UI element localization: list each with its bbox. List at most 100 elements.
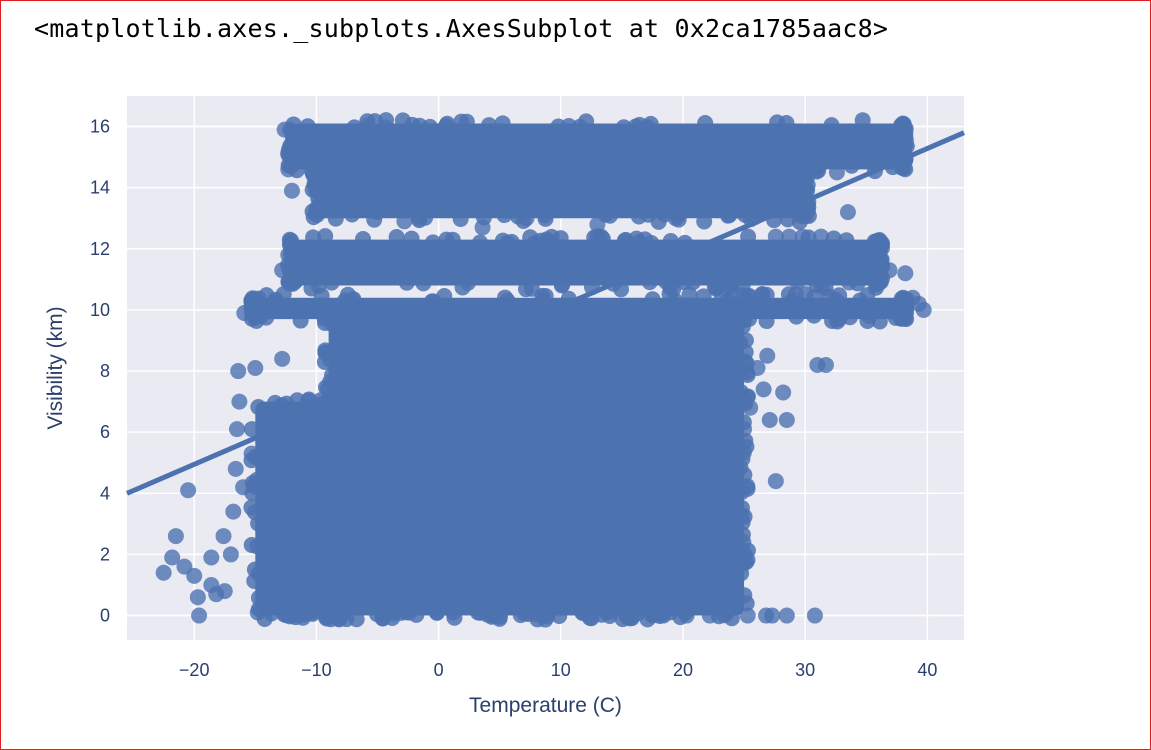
y-tick-label: 14: [90, 178, 110, 198]
point-cloud-dot: [759, 147, 776, 164]
point-cloud-dot: [333, 452, 350, 469]
x-tick-label: −10: [301, 660, 332, 680]
y-tick-label: 2: [100, 544, 110, 564]
point-cloud-dot: [453, 113, 470, 130]
point-cloud-dot: [305, 229, 322, 246]
scatter-point-13: [222, 546, 239, 563]
point-cloud-dot: [469, 308, 486, 325]
scatter-point-80: [670, 555, 687, 572]
point-cloud-dot: [598, 604, 615, 621]
scatter-point-21: [247, 360, 264, 376]
point-cloud-dot: [496, 207, 513, 224]
point-cloud-dot: [660, 574, 677, 591]
scatter-point-81: [678, 607, 695, 624]
scatter-point-66: [833, 149, 850, 166]
point-cloud-dot: [381, 427, 398, 444]
scatter-point-44: [775, 384, 792, 401]
scatter-point-74: [881, 262, 898, 279]
point-cloud-dot: [501, 150, 518, 167]
scatter-point-0: [180, 482, 197, 499]
point-cloud-dot: [783, 293, 800, 310]
scatter-point-68: [806, 152, 823, 169]
point-cloud-dot: [859, 287, 876, 304]
point-cloud-dot: [335, 553, 352, 570]
point-cloud-dot: [642, 115, 659, 132]
point-cloud-dot: [344, 206, 361, 223]
point-cloud-dot: [681, 286, 698, 303]
point-cloud-dot: [293, 604, 310, 621]
point-cloud-dot: [344, 292, 361, 309]
scatter-point-64: [839, 204, 856, 221]
point-cloud-dot: [544, 311, 561, 328]
point-cloud-dot: [688, 518, 705, 535]
y-axis-label: Visibility (km): [44, 306, 67, 429]
scatter-point-45: [778, 411, 795, 428]
point-cloud-dot: [719, 207, 736, 224]
point-cloud-dot: [707, 517, 724, 534]
point-cloud-dot: [666, 329, 683, 346]
point-cloud-dot: [421, 118, 438, 135]
scatter-point-12: [215, 528, 232, 545]
scatter-point-30: [271, 457, 288, 474]
point-cloud-dot: [737, 332, 754, 349]
y-tick-label: 4: [100, 483, 110, 503]
point-cloud-dot: [428, 604, 445, 621]
point-cloud-dot: [695, 288, 712, 305]
scatter-point-5: [186, 567, 203, 584]
point-cloud-dot: [709, 369, 726, 386]
y-tick-label: 6: [100, 422, 110, 442]
x-tick-label: −20: [179, 660, 210, 680]
point-cloud-dot: [250, 589, 267, 606]
point-cloud-dot: [336, 471, 353, 488]
scatter-point-88: [396, 213, 413, 230]
point-cloud-dot: [581, 609, 598, 626]
point-cloud-dot: [660, 539, 677, 556]
scatter-point-58: [813, 228, 830, 245]
point-cloud-dot: [634, 343, 651, 360]
point-cloud-dot: [640, 206, 657, 223]
point-cloud-dot: [483, 147, 500, 164]
scatter-point-51: [806, 607, 823, 624]
point-cloud-dot: [424, 234, 441, 251]
point-cloud-dot: [596, 426, 613, 443]
point-cloud-dot: [738, 145, 755, 162]
point-cloud-dot: [433, 424, 450, 441]
x-tick-label: 20: [673, 660, 693, 680]
point-cloud-dot: [511, 426, 528, 443]
point-cloud-dot: [789, 273, 806, 290]
point-cloud-dot: [336, 601, 353, 618]
point-cloud-dot: [641, 274, 658, 291]
point-cloud-dot: [313, 287, 330, 304]
scatter-point-6: [189, 589, 206, 606]
x-tick-label: 40: [917, 660, 937, 680]
point-cloud-dot: [620, 148, 637, 165]
scatter-point-91: [589, 216, 606, 233]
scatter-point-2: [167, 528, 184, 545]
point-cloud-dot: [823, 117, 840, 134]
point-cloud-dot: [528, 422, 545, 439]
point-cloud-dot: [644, 291, 661, 308]
point-cloud-dot: [709, 470, 726, 487]
point-cloud-dot: [662, 233, 679, 250]
scatter-point-84: [666, 466, 683, 483]
point-cloud-dot: [535, 606, 552, 623]
point-cloud-dot: [243, 536, 260, 553]
point-cloud-dot: [644, 307, 661, 324]
scatter-point-7: [191, 607, 208, 624]
scatter-point-28: [274, 262, 291, 279]
point-cloud-dot: [586, 229, 603, 246]
scatter-point-24: [249, 604, 266, 621]
scatter-point-17: [228, 421, 245, 438]
scatter-point-56: [781, 228, 798, 245]
point-cloud-dot: [361, 423, 378, 440]
scatter-point-47: [739, 607, 756, 624]
point-cloud-dot: [346, 146, 363, 163]
scatter-point-79: [672, 534, 689, 551]
point-cloud-dot: [614, 611, 631, 628]
point-cloud-dot: [401, 604, 418, 621]
scatter-point-32: [274, 350, 291, 367]
point-cloud-dot: [321, 351, 338, 368]
point-cloud-dot: [327, 210, 344, 227]
point-cloud-dot: [563, 145, 580, 162]
x-axis-label: Temperature (C): [469, 694, 622, 717]
